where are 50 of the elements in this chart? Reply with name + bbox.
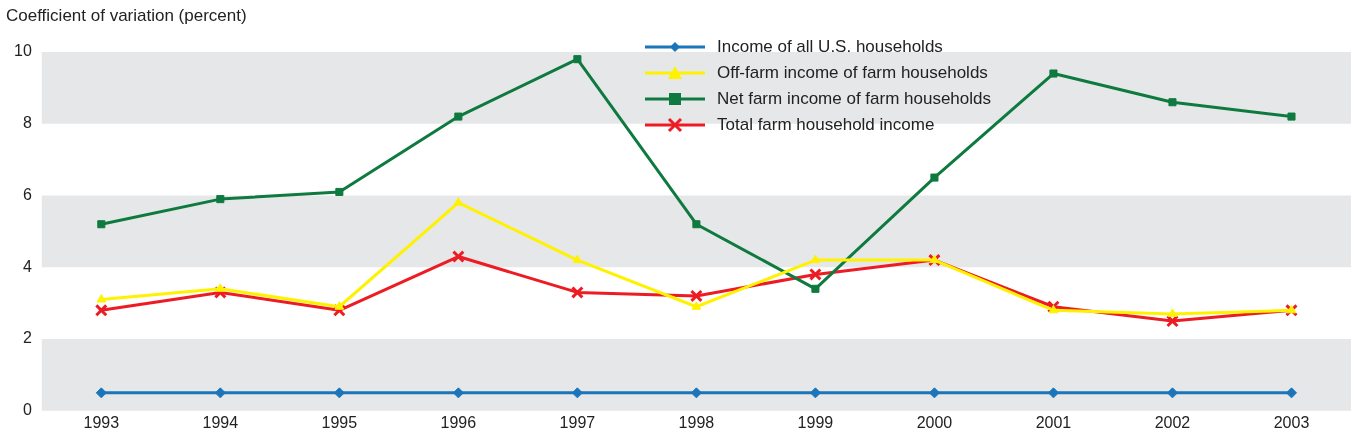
x-tick-label: 2001 xyxy=(1035,413,1072,431)
legend-label: Total farm household income xyxy=(717,114,935,136)
x-tick-label: 1998 xyxy=(678,413,715,431)
point xyxy=(1167,308,1178,317)
point xyxy=(95,387,107,399)
legend-label: Net farm income of farm households xyxy=(717,88,992,110)
point xyxy=(810,254,821,264)
legend-label: Income of all U.S. households xyxy=(717,36,943,58)
point xyxy=(570,285,584,299)
y-tick-label: 6 xyxy=(22,185,32,203)
x-tick-label: 2003 xyxy=(1273,413,1310,431)
x-tick-label: 1999 xyxy=(797,413,834,431)
point xyxy=(1287,112,1296,121)
y-tick-label: 10 xyxy=(14,42,32,60)
point xyxy=(1048,304,1059,314)
y-tick-label: 0 xyxy=(22,401,32,419)
x-tick-label: 2002 xyxy=(1154,413,1191,431)
x-tick-label: 1996 xyxy=(440,413,477,431)
y-axis-title: Coefficient of variation (percent) xyxy=(6,6,247,26)
point xyxy=(215,283,226,292)
point xyxy=(96,294,107,303)
point xyxy=(334,301,345,310)
point xyxy=(1047,300,1060,314)
y-tick-label: 4 xyxy=(22,257,32,275)
point xyxy=(691,301,702,310)
point xyxy=(1049,69,1058,78)
point xyxy=(451,250,465,263)
point xyxy=(332,303,346,317)
point xyxy=(811,284,820,293)
point xyxy=(808,268,822,281)
point xyxy=(335,187,344,196)
y-tick-label: 2 xyxy=(22,329,32,347)
legend-label: Off-farm income of farm households xyxy=(717,62,988,84)
y-tick-label: 8 xyxy=(22,114,32,132)
x-tick-label: 1995 xyxy=(321,413,358,431)
point xyxy=(454,112,463,121)
point xyxy=(1168,98,1177,107)
point xyxy=(97,220,106,229)
point xyxy=(94,303,108,317)
x-tick-label: 1997 xyxy=(559,413,596,431)
point xyxy=(1166,314,1179,328)
point xyxy=(692,220,701,229)
point xyxy=(572,254,583,264)
point xyxy=(216,195,225,204)
x-tick-label: 1993 xyxy=(83,413,120,431)
point xyxy=(930,173,939,182)
point xyxy=(573,55,582,64)
x-tick-label: 1994 xyxy=(202,413,239,431)
point xyxy=(689,289,703,303)
x-tick-label: 2000 xyxy=(916,413,953,431)
